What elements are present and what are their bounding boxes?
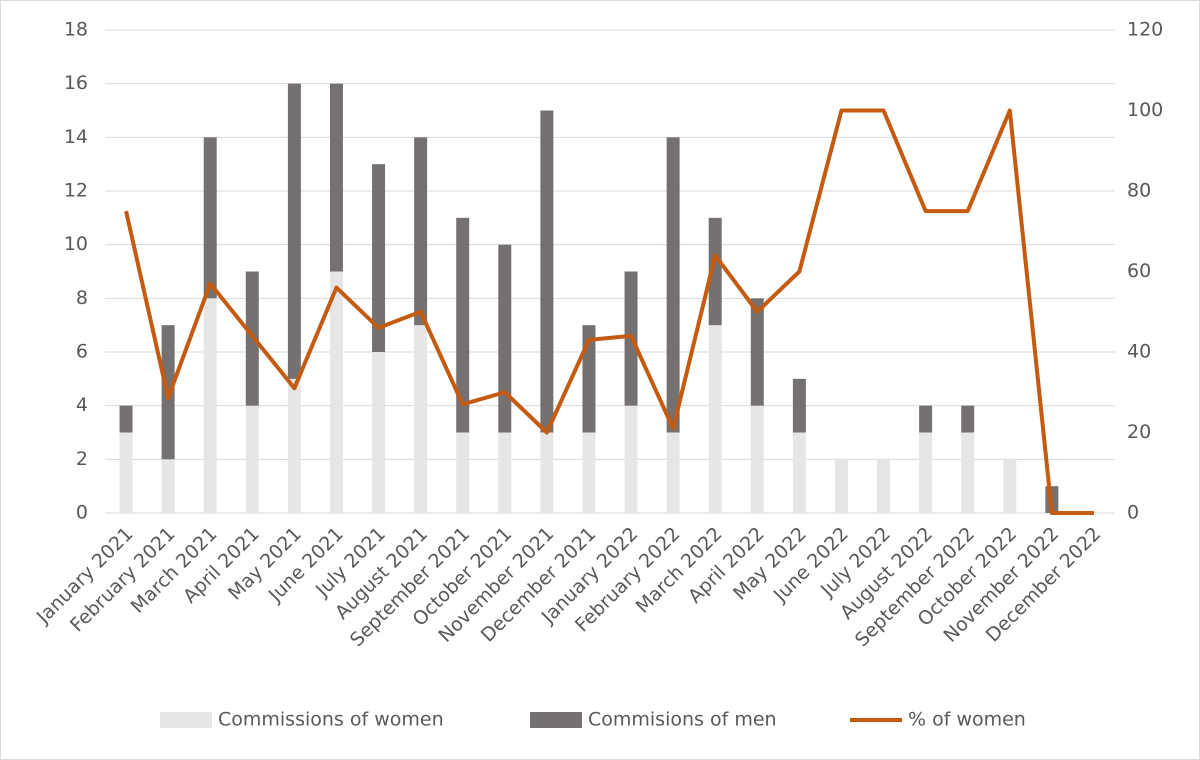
line (124, 108, 1094, 515)
y2-tick-label: 80 (1127, 180, 1151, 202)
bar (456, 432, 470, 513)
bar (372, 164, 386, 352)
legend-label: Commissions of women (218, 709, 444, 731)
bar (834, 459, 848, 513)
bar (919, 432, 933, 513)
bar (540, 432, 554, 513)
bar (329, 83, 343, 272)
bar (414, 137, 428, 326)
bar (372, 352, 386, 513)
bar (961, 405, 975, 433)
y-tick-label: 0 (76, 502, 88, 524)
bar (961, 432, 975, 513)
bar (750, 298, 764, 406)
bar (582, 325, 596, 433)
bar (456, 217, 470, 433)
bar (161, 459, 175, 513)
y-tick-label: 14 (64, 126, 88, 148)
bar (919, 405, 933, 433)
bar (708, 217, 722, 326)
y-tick-label: 10 (64, 233, 88, 255)
bar (287, 83, 301, 379)
y2-tick-label: 20 (1127, 421, 1151, 443)
y2-tick-label: 120 (1127, 19, 1163, 41)
bar (245, 405, 259, 513)
bar (792, 378, 806, 433)
y-tick-label: 18 (64, 19, 88, 41)
bar (287, 378, 301, 513)
bar (666, 137, 680, 433)
bar (582, 432, 596, 513)
bar (624, 405, 638, 513)
bar (750, 405, 764, 513)
bar (203, 137, 217, 299)
bar (708, 325, 722, 513)
bar (119, 405, 133, 433)
legend-label: % of women (908, 709, 1026, 731)
bar (119, 432, 133, 513)
y2-tick-label: 0 (1127, 502, 1139, 524)
bar (666, 432, 680, 513)
legend-swatch (160, 712, 212, 728)
bar (877, 459, 891, 513)
y-tick-label: 16 (64, 72, 88, 94)
bar (792, 432, 806, 513)
bar (540, 110, 554, 433)
bar (203, 298, 217, 513)
bar (414, 325, 428, 513)
y-tick-label: 12 (64, 180, 88, 202)
bar (498, 244, 512, 433)
bar (1003, 459, 1017, 513)
y-tick-label: 2 (76, 448, 88, 470)
bar (498, 432, 512, 513)
y2-tick-label: 40 (1127, 341, 1151, 363)
y-tick-label: 6 (76, 341, 88, 363)
y-tick-label: 4 (76, 394, 88, 416)
y2-tick-label: 100 (1127, 99, 1163, 121)
y2-tick-label: 60 (1127, 260, 1151, 282)
y-tick-label: 8 (76, 287, 88, 309)
legend-swatch (530, 712, 582, 728)
bar (329, 271, 343, 513)
legend-label: Commisions of men (588, 709, 777, 731)
